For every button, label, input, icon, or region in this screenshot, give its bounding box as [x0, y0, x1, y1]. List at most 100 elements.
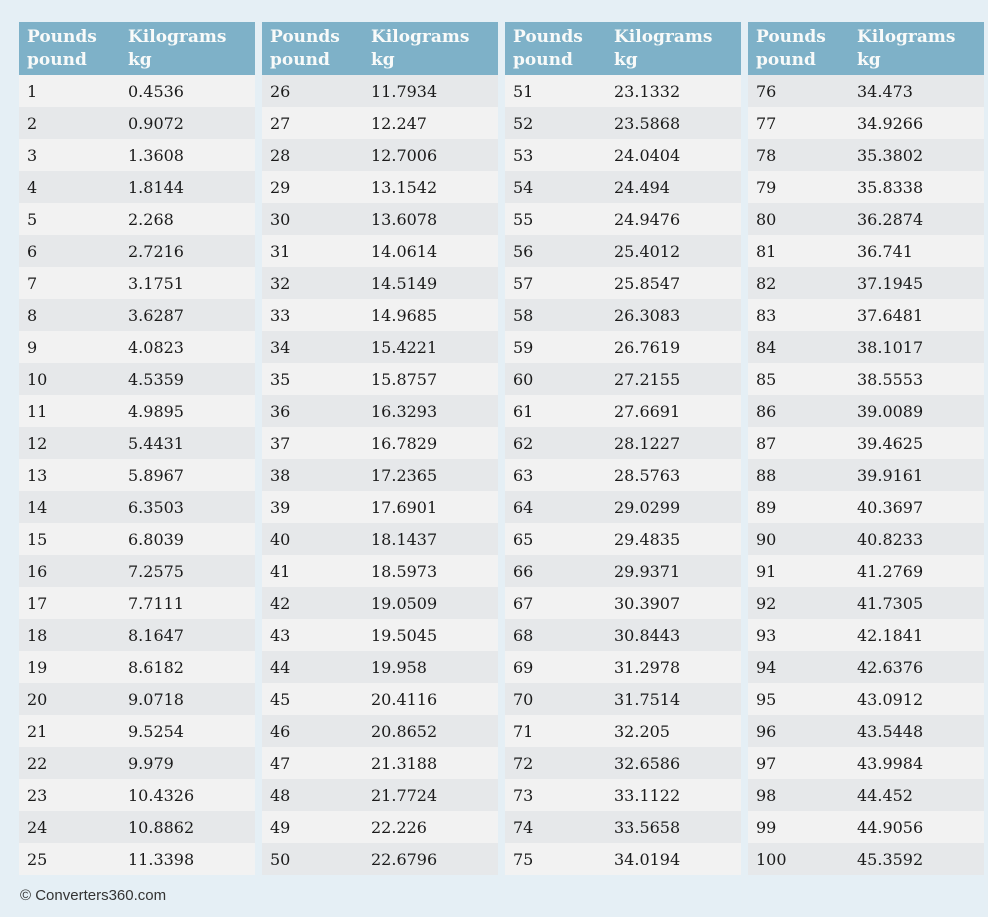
pounds-cell: 90	[748, 523, 849, 555]
kilograms-cell: 31.7514	[606, 683, 741, 715]
pounds-header-line1: Pounds	[27, 27, 97, 48]
kilograms-cell: 21.3188	[363, 747, 498, 779]
kilograms-cell: 40.8233	[849, 523, 984, 555]
table-row: 69 31.2978	[505, 651, 741, 683]
table-row: 32 14.5149	[262, 267, 498, 299]
pounds-cell: 79	[748, 171, 849, 203]
pounds-cell: 83	[748, 299, 849, 331]
pounds-header-line2: pound	[756, 49, 816, 70]
table-row: 26 11.7934	[262, 75, 498, 107]
table-row: 96 43.5448	[748, 715, 984, 747]
pounds-cell: 59	[505, 331, 606, 363]
kilograms-cell: 16.7829	[363, 427, 498, 459]
pounds-header: Pounds pound	[262, 22, 363, 75]
pounds-cell: 30	[262, 203, 363, 235]
kilograms-cell: 34.9266	[849, 107, 984, 139]
table-row: 7 3.1751	[19, 267, 255, 299]
pounds-header-line2: pound	[513, 49, 573, 70]
kilograms-cell: 8.1647	[120, 619, 255, 651]
kilograms-cell: 35.3802	[849, 139, 984, 171]
table-row: 29 13.1542	[262, 171, 498, 203]
kilograms-cell: 5.8967	[120, 459, 255, 491]
table-row: 41 18.5973	[262, 555, 498, 587]
pounds-cell: 23	[19, 779, 120, 811]
kilograms-header-line2: kg	[614, 49, 638, 70]
kilograms-cell: 19.958	[363, 651, 498, 683]
pounds-cell: 17	[19, 587, 120, 619]
kilograms-cell: 39.0089	[849, 395, 984, 427]
table-row: 19 8.6182	[19, 651, 255, 683]
kilograms-cell: 26.7619	[606, 331, 741, 363]
kilograms-cell: 43.0912	[849, 683, 984, 715]
table-row: 81 36.741	[748, 235, 984, 267]
pounds-cell: 26	[262, 75, 363, 107]
kilograms-header: Kilograms kg	[120, 22, 255, 75]
pounds-cell: 6	[19, 235, 120, 267]
pounds-cell: 43	[262, 619, 363, 651]
kilograms-cell: 38.1017	[849, 331, 984, 363]
pounds-cell: 74	[505, 811, 606, 843]
pounds-cell: 33	[262, 299, 363, 331]
kilograms-cell: 24.9476	[606, 203, 741, 235]
table-row: 52 23.5868	[505, 107, 741, 139]
table-row: 88 39.9161	[748, 459, 984, 491]
kilograms-cell: 12.247	[363, 107, 498, 139]
pounds-cell: 15	[19, 523, 120, 555]
pounds-cell: 98	[748, 779, 849, 811]
kilograms-cell: 43.9984	[849, 747, 984, 779]
table-row: 80 36.2874	[748, 203, 984, 235]
table-row: 18 8.1647	[19, 619, 255, 651]
kilograms-cell: 10.4326	[120, 779, 255, 811]
kilograms-cell: 17.2365	[363, 459, 498, 491]
table-row: 91 41.2769	[748, 555, 984, 587]
kilograms-cell: 39.9161	[849, 459, 984, 491]
kilograms-cell: 43.5448	[849, 715, 984, 747]
kilograms-cell: 34.0194	[606, 843, 741, 875]
pounds-cell: 1	[19, 75, 120, 107]
kilograms-cell: 0.9072	[120, 107, 255, 139]
kilograms-header: Kilograms kg	[606, 22, 741, 75]
kilograms-header-line2: kg	[128, 49, 152, 70]
table-row: 11 4.9895	[19, 395, 255, 427]
table-row: 94 42.6376	[748, 651, 984, 683]
conversion-table-2: Pounds pound Kilograms kg 26 11.7934 27 12.24…	[262, 22, 498, 875]
pounds-cell: 92	[748, 587, 849, 619]
kilograms-cell: 38.5553	[849, 363, 984, 395]
table-row: 33 14.9685	[262, 299, 498, 331]
pounds-cell: 97	[748, 747, 849, 779]
kilograms-cell: 40.3697	[849, 491, 984, 523]
pounds-cell: 32	[262, 267, 363, 299]
table-row: 46 20.8652	[262, 715, 498, 747]
pounds-header-line2: pound	[27, 49, 87, 70]
pounds-cell: 14	[19, 491, 120, 523]
kilograms-cell: 8.6182	[120, 651, 255, 683]
table-row: 56 25.4012	[505, 235, 741, 267]
table-row: 16 7.2575	[19, 555, 255, 587]
kilograms-cell: 17.6901	[363, 491, 498, 523]
pounds-cell: 77	[748, 107, 849, 139]
conversion-table-3: Pounds pound Kilograms kg 51 23.1332 52 23.58…	[505, 22, 741, 875]
pounds-cell: 20	[19, 683, 120, 715]
table-row: 6 2.7216	[19, 235, 255, 267]
table-row: 57 25.8547	[505, 267, 741, 299]
kilograms-cell: 30.8443	[606, 619, 741, 651]
kilograms-header: Kilograms kg	[849, 22, 984, 75]
table-row: 72 32.6586	[505, 747, 741, 779]
table-row: 89 40.3697	[748, 491, 984, 523]
pounds-cell: 68	[505, 619, 606, 651]
kilograms-cell: 25.4012	[606, 235, 741, 267]
kilograms-cell: 24.0404	[606, 139, 741, 171]
table-row: 48 21.7724	[262, 779, 498, 811]
table-row: 27 12.247	[262, 107, 498, 139]
table-row: 71 32.205	[505, 715, 741, 747]
kilograms-cell: 29.4835	[606, 523, 741, 555]
header-row: Pounds pound Kilograms kg	[748, 22, 984, 75]
pounds-cell: 69	[505, 651, 606, 683]
pounds-cell: 99	[748, 811, 849, 843]
pounds-cell: 88	[748, 459, 849, 491]
pounds-header-line2: pound	[270, 49, 330, 70]
kilograms-cell: 33.1122	[606, 779, 741, 811]
pounds-cell: 57	[505, 267, 606, 299]
kilograms-cell: 22.6796	[363, 843, 498, 875]
kilograms-cell: 4.9895	[120, 395, 255, 427]
